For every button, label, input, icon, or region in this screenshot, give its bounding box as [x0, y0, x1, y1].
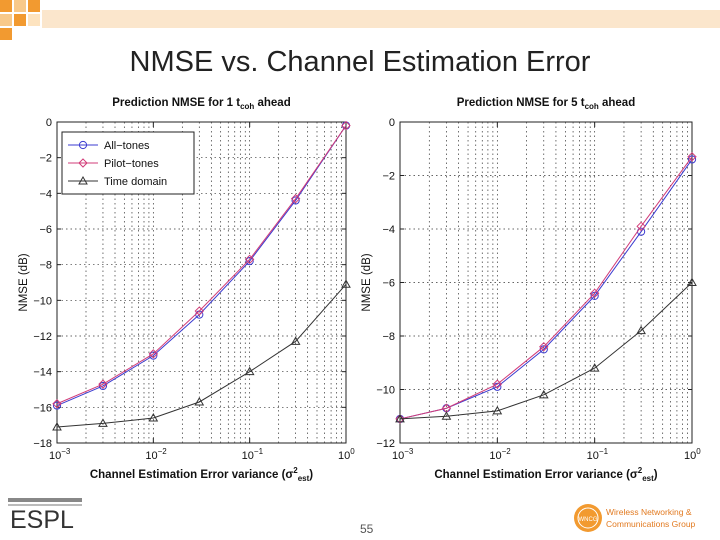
x-tick-label: 10−1 — [242, 447, 264, 462]
page-number: 55 — [360, 522, 374, 536]
data-point-series-3 — [98, 418, 108, 427]
data-point-series-3 — [341, 279, 351, 288]
data-point-series-2 — [244, 254, 255, 265]
legend-label: Time domain — [104, 176, 167, 188]
y-tick-label: 0 — [389, 117, 395, 129]
data-point-series-2 — [492, 379, 503, 389]
y-tick-label: −16 — [33, 402, 52, 414]
data-point-series-1 — [493, 382, 502, 391]
espl-logo-bar — [8, 498, 82, 502]
legend-label: Pilot−tones — [104, 158, 159, 170]
x-tick-label: 100 — [338, 447, 355, 462]
legend-marker — [78, 140, 88, 150]
data-point-series-3 — [492, 405, 503, 415]
x-tick-label: 100 — [684, 447, 701, 462]
top-bar — [42, 10, 720, 28]
data-point-series-2 — [539, 341, 549, 352]
corner-square — [0, 28, 12, 40]
data-point-series-1 — [291, 196, 300, 205]
series-line-2 — [56, 125, 347, 405]
corner-decoration — [0, 0, 720, 40]
data-point-series-3 — [589, 363, 600, 372]
data-point-series-3 — [52, 421, 62, 431]
chart-title: Prediction NMSE for 5 tcoh ahead — [457, 97, 635, 111]
data-point-series-2 — [290, 193, 301, 204]
series-line-2 — [399, 156, 693, 420]
corner-square — [28, 0, 40, 12]
data-point-series-2 — [148, 349, 159, 359]
data-point-series-3 — [636, 325, 646, 335]
y-tick-label: −10 — [376, 385, 395, 397]
espl-logo-bar — [8, 504, 82, 506]
data-point-series-3 — [194, 396, 205, 406]
wncg-badge-text: WNCG — [579, 517, 598, 523]
x-axis-label: Channel Estimation Error variance (σ2est… — [90, 466, 313, 483]
y-tick-label: −12 — [33, 331, 52, 343]
legend-label: All−tones — [104, 140, 150, 152]
data-point-series-3 — [148, 413, 159, 422]
x-tick-label: 10−3 — [49, 447, 71, 462]
data-point-series-2 — [52, 399, 62, 409]
y-tick-label: −6 — [39, 224, 52, 236]
slide-title: NMSE vs. Channel Estimation Error — [129, 46, 591, 78]
y-axis-label: NMSE (dB) — [361, 253, 373, 311]
series-line-3 — [399, 282, 693, 420]
y-tick-label: −8 — [382, 331, 395, 343]
y-tick-label: 0 — [46, 117, 52, 129]
chart-title: Prediction NMSE for 1 tcoh ahead — [112, 97, 290, 111]
wncg-line2: Communications Group — [606, 519, 696, 529]
y-tick-label: −14 — [33, 367, 52, 379]
y-tick-label: −8 — [39, 260, 52, 272]
data-point-series-3 — [244, 366, 255, 376]
data-point-series-1 — [245, 257, 254, 266]
x-axis-label: Channel Estimation Error variance (σ2est… — [434, 466, 657, 483]
y-tick-label: −2 — [382, 171, 395, 183]
espl-logo-text: ESPL — [10, 506, 74, 534]
data-point-series-3 — [395, 413, 405, 423]
corner-square — [0, 14, 12, 26]
data-point-series-2 — [194, 306, 205, 316]
x-tick-label: 10−2 — [489, 447, 511, 462]
series-line-3 — [56, 283, 347, 428]
corner-square — [28, 14, 40, 26]
data-point-series-3 — [441, 411, 452, 420]
wncg-logo: WNCG Wireless Networking & Communication… — [574, 504, 696, 532]
x-tick-label: 10−3 — [392, 447, 414, 462]
corner-square — [14, 0, 26, 12]
data-point-series-2 — [395, 414, 405, 424]
data-point-series-3 — [687, 277, 697, 286]
data-point-series-2 — [687, 152, 697, 162]
y-tick-label: −18 — [33, 438, 52, 450]
y-tick-label: −2 — [39, 153, 52, 165]
y-tick-label: −6 — [382, 278, 395, 290]
x-tick-label: 10−1 — [587, 447, 609, 462]
data-point-series-1 — [687, 155, 697, 164]
corner-square — [0, 0, 12, 12]
wncg-badge-ring — [577, 507, 599, 529]
data-point-series-3 — [290, 336, 301, 345]
data-point-series-1 — [52, 401, 62, 410]
espl-logo: ESPL — [8, 498, 82, 534]
y-axis-label: NMSE (dB) — [18, 253, 30, 311]
data-point-series-2 — [589, 288, 600, 298]
data-point-series-2 — [341, 120, 351, 131]
y-tick-label: −4 — [382, 224, 395, 236]
corner-square — [14, 14, 26, 26]
data-point-series-2 — [636, 221, 646, 232]
x-tick-label: 10−2 — [145, 447, 167, 462]
data-point-series-2 — [98, 379, 108, 389]
legend-marker — [78, 158, 88, 168]
y-tick-label: −10 — [33, 295, 52, 307]
wncg-line1: Wireless Networking & — [606, 507, 692, 517]
y-tick-label: −4 — [39, 188, 52, 200]
data-point-series-1 — [590, 291, 599, 300]
y-tick-label: −12 — [376, 438, 395, 450]
legend-marker — [78, 175, 88, 185]
data-point-series-3 — [538, 389, 549, 399]
